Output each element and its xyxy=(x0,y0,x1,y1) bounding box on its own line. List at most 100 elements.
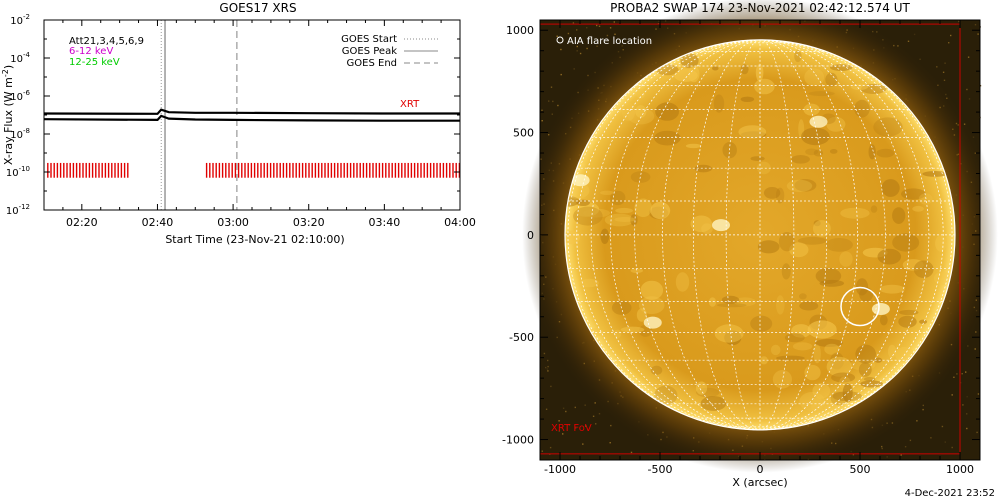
legend-goes-peak-label: GOES Peak xyxy=(342,46,397,57)
noise-speck xyxy=(598,25,601,27)
solar-texture-patch xyxy=(685,143,702,149)
noise-speck xyxy=(595,423,597,425)
solar-texture-patch xyxy=(688,65,700,83)
longitude-line xyxy=(759,39,944,431)
solar-texture-patch xyxy=(892,207,906,225)
noise-speck xyxy=(565,410,567,413)
goes-y-tick-label: 10-10 xyxy=(6,165,30,179)
noise-speck xyxy=(584,404,586,406)
longitude-line xyxy=(759,39,828,431)
solar-texture-patch xyxy=(655,102,679,121)
active-region xyxy=(712,219,730,232)
solar-texture-patch xyxy=(839,251,853,267)
noise-speck xyxy=(614,33,616,35)
noise-speck xyxy=(966,427,968,430)
solar-texture-patch xyxy=(794,50,802,63)
solar-texture-patch xyxy=(634,198,653,218)
swap-y-tick-label: 0 xyxy=(527,229,534,242)
aia-flare-circle xyxy=(840,286,880,327)
solar-texture-patch xyxy=(650,201,671,220)
solar-texture-patch xyxy=(754,78,775,95)
noise-speck xyxy=(586,47,588,50)
noise-speck xyxy=(596,24,598,27)
solar-texture-patch xyxy=(738,125,767,139)
solar-texture-patch xyxy=(815,338,843,347)
solar-texture-patch xyxy=(600,228,610,244)
noise-speck xyxy=(585,425,587,427)
noise-speck xyxy=(950,34,952,37)
noise-speck xyxy=(886,456,888,458)
longitude-line xyxy=(662,39,761,431)
noise-speck xyxy=(558,430,560,432)
solar-texture-patch xyxy=(757,161,771,175)
solar-texture-patch xyxy=(635,105,647,118)
solar-texture-patch xyxy=(654,130,681,146)
solar-texture-patch xyxy=(579,278,599,288)
solar-texture-patch xyxy=(713,94,725,113)
noise-speck xyxy=(965,371,967,373)
solar-texture-patch xyxy=(807,320,837,339)
noise-speck xyxy=(948,42,950,44)
noise-speck xyxy=(576,45,578,48)
goes-y-axis-label: X-ray Flux (W m-2) xyxy=(1,65,15,165)
solar-texture-patch xyxy=(825,238,853,252)
noise-speck xyxy=(547,359,549,362)
solar-texture-patch xyxy=(636,308,648,322)
xrt-fov-label: XRT FoV xyxy=(551,423,592,434)
noise-speck xyxy=(549,446,552,449)
solar-texture-patch xyxy=(792,342,813,351)
solar-texture-patch xyxy=(840,207,870,219)
solar-texture-patch xyxy=(831,372,856,383)
swap-y-tick-label: -500 xyxy=(509,331,534,344)
longitude-line xyxy=(759,39,953,431)
swap-x-tick-label: -500 xyxy=(648,463,673,476)
goes-panel: GOES17 XRS 02:20 02:40 03:00 03:20 03:40 04:0… xyxy=(1,1,476,246)
noise-speck xyxy=(572,22,575,24)
noise-speck xyxy=(576,29,578,31)
noise-speck xyxy=(592,415,595,417)
noise-speck xyxy=(936,66,938,68)
noise-speck xyxy=(977,393,980,395)
active-region xyxy=(871,302,890,315)
longitude-line xyxy=(759,39,930,431)
noise-speck xyxy=(907,40,910,42)
noise-speck xyxy=(556,35,558,37)
swap-x-tick-label: 0 xyxy=(757,463,764,476)
solar-texture-patch xyxy=(784,333,805,343)
solar-texture-patch xyxy=(724,330,742,346)
aia-flare-legend-label: AIA flare location xyxy=(567,36,652,47)
noise-speck xyxy=(961,373,963,375)
noise-speck xyxy=(610,424,612,427)
solar-texture-patch xyxy=(576,199,590,206)
solar-texture-patch xyxy=(791,155,810,164)
noise-speck xyxy=(904,446,907,448)
swap-panel: PROBA2 SWAP 174 23-Nov-2021 02:42:12.574… xyxy=(502,0,998,489)
noise-speck xyxy=(576,50,578,52)
solar-texture-patch xyxy=(919,319,928,324)
noise-speck xyxy=(560,48,562,51)
solar-texture-patch xyxy=(801,127,830,146)
solar-texture-patch xyxy=(755,63,764,82)
solar-texture-patch xyxy=(887,344,897,359)
legend-goes-end-label: GOES End xyxy=(347,58,397,69)
solar-texture-patch xyxy=(901,188,926,200)
solar-texture-patch xyxy=(881,179,900,197)
goes-x-tick-label: 02:20 xyxy=(66,216,98,229)
solar-texture-patch xyxy=(873,117,903,137)
solar-texture-patch xyxy=(750,156,765,162)
longitude-line xyxy=(567,39,761,431)
noise-speck xyxy=(630,451,633,454)
swap-y-axis: 1000 500 0 -500 -1000 xyxy=(502,24,980,447)
noise-speck xyxy=(548,100,550,102)
solar-texture-patch xyxy=(781,263,791,280)
solar-texture-patch xyxy=(876,148,895,158)
solar-texture-patch xyxy=(799,301,819,311)
longitude-line xyxy=(759,39,910,431)
goes-y-tick-label: 10-4 xyxy=(10,51,30,65)
goes-flux-series-2 xyxy=(43,114,460,122)
solar-texture-patch xyxy=(819,279,845,287)
solar-texture-patch xyxy=(860,380,883,388)
noise-speck xyxy=(951,394,953,396)
swap-y-tick-label: -1000 xyxy=(502,434,534,447)
solar-texture-patch xyxy=(825,72,838,87)
